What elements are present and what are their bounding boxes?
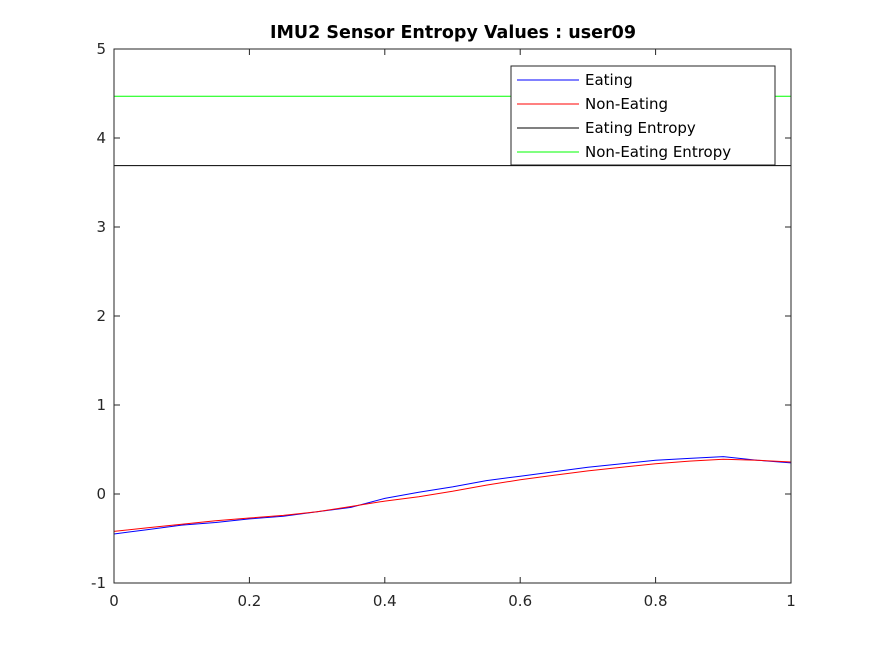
legend-box bbox=[510, 65, 776, 166]
legend-label: Eating bbox=[585, 71, 633, 89]
x-tick-label: 0.4 bbox=[373, 592, 397, 610]
y-tick-label: 4 bbox=[96, 129, 106, 147]
chart-title: IMU2 Sensor Entropy Values : user09 bbox=[270, 23, 636, 43]
y-tick-label: -1 bbox=[91, 574, 106, 592]
legend-label: Non-Eating Entropy bbox=[585, 143, 731, 161]
y-tick-label: 2 bbox=[96, 307, 106, 325]
legend-label: Non-Eating bbox=[585, 95, 668, 113]
x-tick-label: 0.8 bbox=[644, 592, 668, 610]
series-line-non-eating bbox=[113, 458, 792, 532]
x-tick-label: 0.6 bbox=[508, 592, 532, 610]
x-tick-label: 1 bbox=[786, 592, 796, 610]
y-tick-label: 5 bbox=[96, 40, 106, 58]
series-line-eating bbox=[113, 456, 792, 535]
legend: Eating Non-Eating Eating Entropy Non-Eating… bbox=[510, 65, 776, 166]
plot-frame bbox=[113, 48, 792, 584]
y-tick-label: 0 bbox=[96, 485, 106, 503]
x-tick-label: 0.2 bbox=[237, 592, 261, 610]
legend-label: Eating Entropy bbox=[585, 119, 696, 137]
y-tick-label: 1 bbox=[96, 396, 106, 414]
x-tick-label: 0 bbox=[109, 592, 119, 610]
y-tick-label: 3 bbox=[96, 218, 106, 236]
